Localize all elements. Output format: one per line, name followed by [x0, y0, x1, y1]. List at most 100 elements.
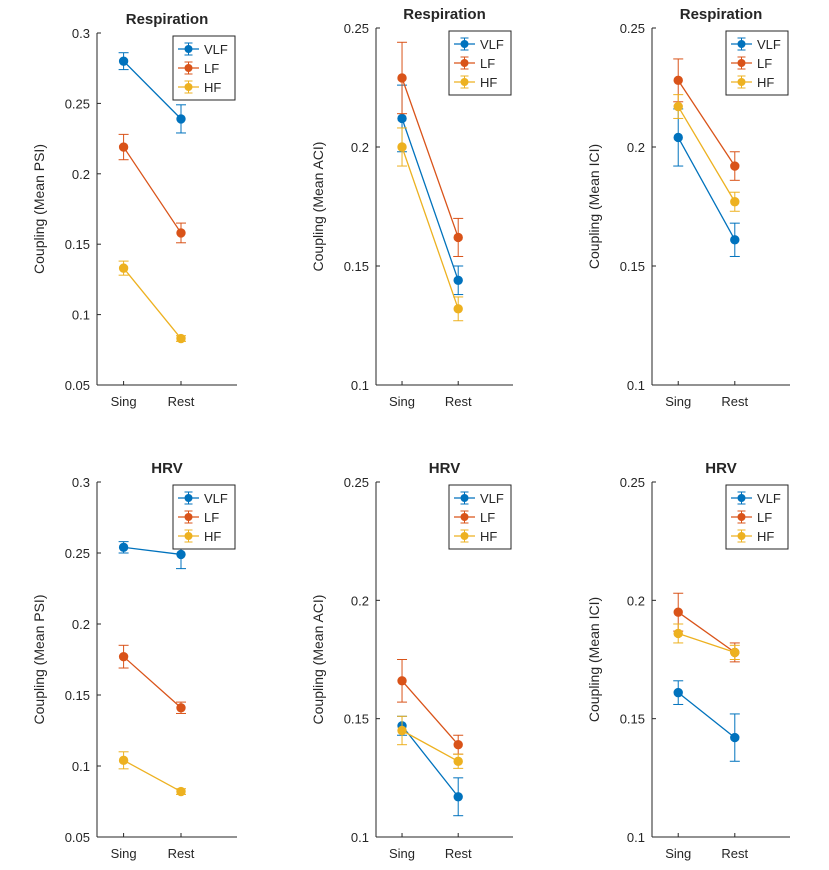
panel-3-ytick-label: 0.25 [620, 21, 645, 36]
panel-5-ytick-label: 0.1 [351, 830, 369, 845]
data-point-hf [176, 333, 186, 344]
panel-1-ytick-label: 0.05 [65, 378, 90, 393]
panel-5-ytick-label: 0.25 [344, 475, 369, 490]
legend-label-vlf: VLF [480, 37, 504, 52]
panel-3-series-lf [673, 58, 740, 181]
legend-label-hf: HF [480, 75, 497, 90]
legend-label-lf: LF [204, 61, 219, 76]
panel-1-ytick-label: 0.1 [72, 308, 90, 323]
legend-marker-lf [184, 64, 193, 72]
legend-label-lf: LF [480, 510, 495, 525]
legend-label-hf: HF [204, 80, 221, 95]
series-line-hf [677, 106, 736, 203]
data-point-hf [453, 756, 463, 766]
data-point-lf [176, 228, 186, 238]
panel-2-series-hf [397, 127, 464, 322]
data-point-hf [397, 142, 407, 152]
series-line-vlf [123, 60, 182, 120]
panel-6-ytick-label: 0.1 [627, 830, 645, 845]
series-line-lf [123, 146, 182, 234]
panel-1-series-lf [118, 133, 186, 244]
panel-4-ytick-label: 0.25 [65, 546, 90, 561]
data-point-hf [397, 725, 407, 736]
data-point-lf [730, 161, 740, 171]
legend-label-hf: HF [204, 529, 221, 544]
legend-marker-hf [184, 532, 193, 540]
series-line-hf [123, 267, 182, 339]
panel-4-ytick-label: 0.2 [72, 617, 90, 632]
legend-label-lf: LF [204, 510, 219, 525]
legend-marker-vlf [460, 494, 469, 502]
panel-1-ytick-label: 0.3 [72, 26, 90, 41]
legend-label-lf: LF [480, 56, 495, 71]
panel-4-xtick-label: Rest [168, 846, 195, 861]
panel-5-ylabel: Coupling (Mean ACI) [310, 595, 326, 725]
legend-label-vlf: VLF [204, 42, 228, 57]
legend-label-hf: HF [757, 529, 774, 544]
panel-4-series-lf [118, 644, 186, 714]
legend-marker-lf [184, 513, 193, 521]
data-point-vlf [673, 132, 683, 143]
panel-2: 0.1 0.15 0.2 0.25 Sing Rest Respiration Couplin… [310, 6, 513, 409]
panel-2-xtick-label: Sing [389, 394, 415, 409]
data-point-vlf [453, 275, 463, 285]
panel-1: 0.05 0.1 0.15 0.2 0.25 0.3 Sing Rest Respiration… [31, 11, 237, 409]
data-point-lf [673, 75, 683, 86]
panel-2-series-lf [397, 41, 464, 257]
legend-marker-lf [460, 59, 469, 67]
panel-5-xtick-label: Sing [389, 846, 415, 861]
panel-4-title: HRV [151, 460, 182, 477]
data-point-lf [118, 651, 129, 662]
data-point-hf [730, 647, 740, 658]
panel-4-ylabel: Coupling (Mean PSI) [31, 595, 47, 725]
panel-1-ytick-label: 0.15 [65, 237, 90, 252]
panel-2-ytick-label: 0.1 [351, 378, 369, 393]
panel-3-legend: VLF LF HF [725, 30, 789, 96]
panel-1-title: Respiration [126, 11, 209, 28]
legend-label-vlf: VLF [757, 491, 781, 506]
panel-2-ylabel: Coupling (Mean ACI) [310, 142, 326, 272]
panel-1-ytick-label: 0.25 [65, 96, 90, 111]
panel-6: 0.1 0.15 0.2 0.25 Sing Rest HRV Coupling (Mean … [586, 460, 790, 861]
panel-5-title: HRV [429, 460, 460, 477]
series-line-vlf [123, 546, 182, 556]
data-point-vlf [673, 687, 683, 698]
legend-label-hf: HF [480, 529, 497, 544]
data-point-hf [673, 101, 683, 112]
data-point-vlf [730, 732, 740, 743]
legend-label-hf: HF [757, 75, 774, 90]
panel-3-xtick-label: Sing [665, 394, 691, 409]
legend-marker-hf [737, 78, 746, 86]
panel-5-series-vlf [397, 715, 464, 817]
legend-label-vlf: VLF [204, 491, 228, 506]
panel-4-legend: VLF LF HF [172, 484, 236, 550]
series-line-lf [677, 611, 736, 653]
panel-4-series-hf [118, 751, 186, 797]
series-line-lf [401, 680, 459, 746]
panel-4-ytick-label: 0.1 [72, 759, 90, 774]
data-point-lf [453, 232, 463, 243]
panel-3-ylabel: Coupling (Mean ICI) [586, 144, 602, 269]
panel-1-ylabel: Coupling (Mean PSI) [31, 144, 47, 274]
data-point-hf [730, 197, 740, 207]
data-point-hf [673, 628, 683, 639]
panel-1-legend: VLF LF HF [172, 35, 236, 101]
panel-6-xtick-label: Rest [721, 846, 748, 861]
series-line-vlf [677, 692, 736, 739]
data-point-lf [673, 607, 683, 617]
panel-6-series-lf [673, 592, 740, 663]
panel-4: 0.05 0.1 0.15 0.2 0.25 0.3 Sing Rest HRV Coupling… [31, 460, 237, 861]
legend-label-vlf: VLF [757, 37, 781, 52]
panel-1-ytick-label: 0.2 [72, 167, 90, 182]
panel-3-title: Respiration [680, 6, 763, 23]
data-point-vlf [176, 549, 186, 560]
panel-4-xtick-label: Sing [111, 846, 137, 861]
data-point-hf [118, 263, 129, 273]
series-line-vlf [401, 725, 459, 798]
series-line-hf [123, 759, 182, 793]
legend-marker-vlf [460, 40, 469, 48]
series-line-hf [401, 146, 459, 310]
data-point-hf [118, 755, 129, 766]
legend-marker-hf [460, 532, 469, 540]
panel-5-series-hf [397, 715, 464, 769]
